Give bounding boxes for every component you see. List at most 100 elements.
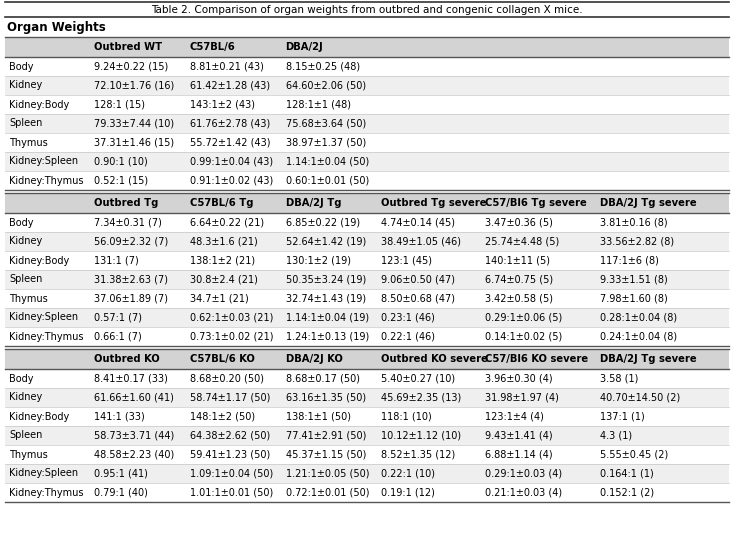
- Text: 45.37±1.15 (50): 45.37±1.15 (50): [286, 450, 366, 460]
- Bar: [5, 445, 729, 464]
- Bar: [5, 95, 729, 114]
- Text: 131:1 (7): 131:1 (7): [95, 255, 139, 266]
- Bar: [5, 308, 729, 327]
- Text: 0.19:1 (12): 0.19:1 (12): [381, 488, 435, 497]
- Text: C57/Bl6 KO severe: C57/Bl6 KO severe: [485, 354, 589, 364]
- Text: 1.24:1±0.13 (19): 1.24:1±0.13 (19): [286, 332, 368, 341]
- Text: 64.38±2.62 (50): 64.38±2.62 (50): [190, 430, 270, 440]
- Bar: [5, 213, 729, 232]
- Bar: [5, 289, 729, 308]
- Text: 64.60±2.06 (50): 64.60±2.06 (50): [286, 81, 366, 91]
- Bar: [5, 426, 729, 445]
- Text: 0.164:1 (1): 0.164:1 (1): [600, 468, 653, 479]
- Text: 79.33±7.44 (10): 79.33±7.44 (10): [95, 119, 175, 128]
- Bar: [5, 270, 729, 289]
- Text: 48.3±1.6 (21): 48.3±1.6 (21): [190, 237, 258, 247]
- Bar: [5, 251, 729, 270]
- Text: 0.73:1±0.02 (21): 0.73:1±0.02 (21): [190, 332, 274, 341]
- Text: 128:1±1 (48): 128:1±1 (48): [286, 99, 351, 109]
- Text: DBA/2J: DBA/2J: [286, 42, 323, 52]
- Bar: [5, 407, 729, 426]
- Text: Outbred WT: Outbred WT: [95, 42, 162, 52]
- Text: 1.01:1±0.01 (50): 1.01:1±0.01 (50): [190, 488, 273, 497]
- Text: 8.15±0.25 (48): 8.15±0.25 (48): [286, 61, 360, 71]
- Text: 0.24:1±0.04 (8): 0.24:1±0.04 (8): [600, 332, 677, 341]
- Text: Outbred KO: Outbred KO: [95, 354, 160, 364]
- Text: 0.99:1±0.04 (43): 0.99:1±0.04 (43): [190, 156, 273, 166]
- Text: 6.88±1.14 (4): 6.88±1.14 (4): [485, 450, 553, 460]
- Text: 8.50±0.68 (47): 8.50±0.68 (47): [381, 294, 455, 304]
- Text: 8.52±1.35 (12): 8.52±1.35 (12): [381, 450, 455, 460]
- Text: 61.66±1.60 (41): 61.66±1.60 (41): [95, 393, 174, 402]
- Text: 33.56±2.82 (8): 33.56±2.82 (8): [600, 237, 674, 247]
- Text: Thymus: Thymus: [9, 450, 48, 460]
- Text: 8.81±0.21 (43): 8.81±0.21 (43): [190, 61, 264, 71]
- Text: 0.29:1±0.03 (4): 0.29:1±0.03 (4): [485, 468, 562, 479]
- Text: 3.58 (1): 3.58 (1): [600, 373, 638, 384]
- Text: 138:1±2 (21): 138:1±2 (21): [190, 255, 255, 266]
- Bar: [5, 483, 729, 502]
- Text: 8.68±0.17 (50): 8.68±0.17 (50): [286, 373, 360, 384]
- Text: 48.58±2.23 (40): 48.58±2.23 (40): [95, 450, 175, 460]
- Text: DBA/2J Tg severe: DBA/2J Tg severe: [600, 354, 697, 364]
- Text: 31.98±1.97 (4): 31.98±1.97 (4): [485, 393, 559, 402]
- Text: 75.68±3.64 (50): 75.68±3.64 (50): [286, 119, 366, 128]
- Text: 1.14:1±0.04 (50): 1.14:1±0.04 (50): [286, 156, 368, 166]
- Text: 1.14:1±0.04 (19): 1.14:1±0.04 (19): [286, 312, 368, 322]
- Text: 5.40±0.27 (10): 5.40±0.27 (10): [381, 373, 455, 384]
- Text: 128:1 (15): 128:1 (15): [95, 99, 145, 109]
- Bar: [5, 327, 729, 346]
- Text: 31.38±2.63 (7): 31.38±2.63 (7): [95, 274, 168, 284]
- Text: Outbred Tg: Outbred Tg: [95, 198, 159, 208]
- Bar: [5, 76, 729, 95]
- Text: 55.72±1.42 (43): 55.72±1.42 (43): [190, 137, 271, 148]
- Text: 0.91:1±0.02 (43): 0.91:1±0.02 (43): [190, 176, 273, 186]
- Text: 4.3 (1): 4.3 (1): [600, 430, 632, 440]
- Text: 58.74±1.17 (50): 58.74±1.17 (50): [190, 393, 270, 402]
- Text: Kidney:Thymus: Kidney:Thymus: [9, 488, 84, 497]
- Text: 6.85±0.22 (19): 6.85±0.22 (19): [286, 217, 360, 227]
- Text: 0.60:1±0.01 (50): 0.60:1±0.01 (50): [286, 176, 368, 186]
- Bar: [5, 37, 729, 57]
- Text: Kidney:Spleen: Kidney:Spleen: [9, 312, 78, 322]
- Text: 56.09±2.32 (7): 56.09±2.32 (7): [95, 237, 169, 247]
- Text: 0.28:1±0.04 (8): 0.28:1±0.04 (8): [600, 312, 677, 322]
- Text: 0.90:1 (10): 0.90:1 (10): [95, 156, 148, 166]
- Text: Spleen: Spleen: [9, 430, 43, 440]
- Text: 4.74±0.14 (45): 4.74±0.14 (45): [381, 217, 455, 227]
- Text: 72.10±1.76 (16): 72.10±1.76 (16): [95, 81, 175, 91]
- Text: 0.57:1 (7): 0.57:1 (7): [95, 312, 142, 322]
- Text: Thymus: Thymus: [9, 294, 48, 304]
- Text: 3.47±0.36 (5): 3.47±0.36 (5): [485, 217, 553, 227]
- Text: 0.23:1 (46): 0.23:1 (46): [381, 312, 435, 322]
- Text: 32.74±1.43 (19): 32.74±1.43 (19): [286, 294, 366, 304]
- Text: 38.49±1.05 (46): 38.49±1.05 (46): [381, 237, 461, 247]
- Text: 123:1±4 (4): 123:1±4 (4): [485, 412, 545, 422]
- Bar: [5, 349, 729, 369]
- Text: 3.42±0.58 (5): 3.42±0.58 (5): [485, 294, 553, 304]
- Text: Kidney:Body: Kidney:Body: [9, 412, 69, 422]
- Bar: [5, 57, 729, 76]
- Text: 6.64±0.22 (21): 6.64±0.22 (21): [190, 217, 264, 227]
- Bar: [5, 171, 729, 190]
- Text: Kidney: Kidney: [9, 237, 43, 247]
- Text: 8.41±0.17 (33): 8.41±0.17 (33): [95, 373, 168, 384]
- Text: 123:1 (45): 123:1 (45): [381, 255, 432, 266]
- Bar: [5, 232, 729, 251]
- Text: Outbred Tg severe: Outbred Tg severe: [381, 198, 487, 208]
- Text: 37.31±1.46 (15): 37.31±1.46 (15): [95, 137, 175, 148]
- Text: 9.43±1.41 (4): 9.43±1.41 (4): [485, 430, 553, 440]
- Text: C57BL/6 KO: C57BL/6 KO: [190, 354, 255, 364]
- Text: 8.68±0.20 (50): 8.68±0.20 (50): [190, 373, 264, 384]
- Text: Thymus: Thymus: [9, 137, 48, 148]
- Text: 40.70±14.50 (2): 40.70±14.50 (2): [600, 393, 680, 402]
- Text: 1.21:1±0.05 (50): 1.21:1±0.05 (50): [286, 468, 369, 479]
- Text: C57/Bl6 Tg severe: C57/Bl6 Tg severe: [485, 198, 587, 208]
- Text: 50.35±3.24 (19): 50.35±3.24 (19): [286, 274, 366, 284]
- Text: DBA/2J Tg: DBA/2J Tg: [286, 198, 341, 208]
- Text: Kidney: Kidney: [9, 393, 43, 402]
- Text: Spleen: Spleen: [9, 119, 43, 128]
- Text: 138:1±1 (50): 138:1±1 (50): [286, 412, 351, 422]
- Text: 1.09:1±0.04 (50): 1.09:1±0.04 (50): [190, 468, 273, 479]
- Text: 77.41±2.91 (50): 77.41±2.91 (50): [286, 430, 366, 440]
